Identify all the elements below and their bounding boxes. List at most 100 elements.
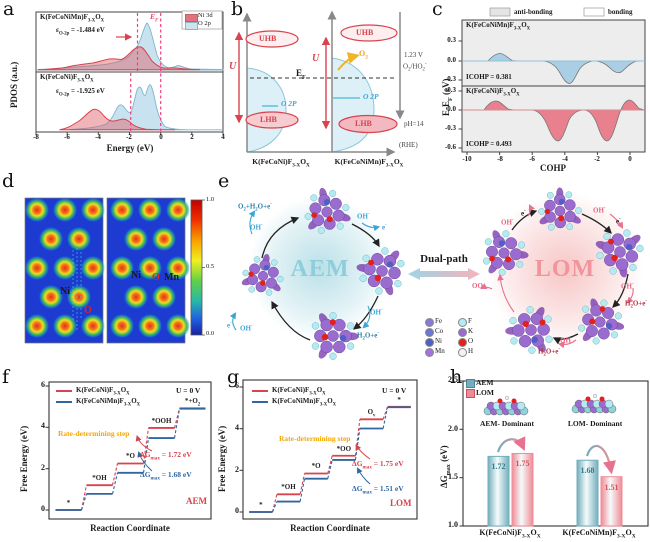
atom: [394, 279, 402, 288]
atom: [498, 247, 510, 259]
atom: [581, 305, 590, 313]
atom: [564, 199, 576, 211]
atom: [249, 263, 261, 275]
atom: [505, 237, 518, 250]
axis-ticks-a: [35, 132, 224, 135]
atom: [518, 241, 526, 249]
atom: [248, 271, 254, 277]
dg-pointer-blue-g: [357, 467, 371, 485]
aem-cycle-arrows: [261, 216, 380, 341]
atom: [397, 259, 405, 268]
atom: [332, 209, 345, 222]
atom: [336, 222, 344, 230]
panel-e-dual-path: [229, 187, 644, 360]
uhb-ellipse-left: [245, 30, 299, 48]
atom: [484, 238, 492, 246]
atom: [375, 287, 383, 295]
step-connector: [80, 485, 88, 511]
o2p-curve-top: [37, 22, 224, 71]
atom: [516, 401, 526, 411]
atom: [585, 396, 591, 402]
charge-density-blob: [53, 198, 77, 222]
atom: [602, 307, 615, 319]
atom: [511, 398, 517, 404]
atom: [539, 319, 546, 326]
charge-density-blob: [39, 285, 63, 309]
ni3d-curve-top: [37, 46, 201, 71]
atom: [554, 205, 566, 217]
atom: [342, 204, 350, 212]
atom: [544, 208, 551, 215]
charge-density-blob: [53, 256, 77, 280]
charge-density-blob: [152, 227, 176, 251]
o2p-curve-bottom: [69, 84, 223, 131]
charge-density-blob: [81, 198, 105, 222]
step-connector: [111, 463, 119, 486]
atom: [625, 250, 639, 263]
atom: [329, 352, 337, 360]
charge-density-blob: [138, 256, 162, 280]
atom: [611, 254, 618, 262]
atom: [526, 306, 534, 314]
atom: [388, 266, 401, 280]
atom: [614, 246, 626, 258]
atom: [578, 324, 586, 332]
atom: [327, 330, 339, 342]
atom: [599, 396, 605, 402]
step-connector: [142, 437, 150, 473]
atom: [609, 267, 617, 275]
atom: [545, 335, 553, 344]
atom: [321, 206, 333, 218]
charge-density-blob: [67, 285, 91, 309]
atom: [610, 331, 619, 339]
interface-stripes: [72, 244, 82, 330]
aem-small-arrows: [229, 210, 381, 331]
dual-path-arrow: [408, 268, 480, 280]
atom: [304, 212, 312, 220]
atom: [625, 243, 633, 251]
atom: [575, 207, 582, 214]
atom: [265, 277, 277, 289]
step-connector: [80, 493, 88, 511]
atom: [321, 333, 329, 341]
atom: [329, 319, 336, 326]
atom: [329, 197, 342, 210]
atom: [271, 259, 278, 266]
charge-density-blob: [166, 198, 190, 222]
atom: [636, 244, 644, 253]
atom: [516, 260, 524, 268]
lom-small-arrows: [480, 204, 634, 349]
charge-density-blob: [53, 314, 77, 338]
atom: [339, 335, 347, 342]
step-connector: [299, 473, 306, 495]
atom: [259, 280, 266, 286]
atom: [537, 323, 550, 336]
atom: [386, 261, 394, 268]
atom: [317, 226, 325, 235]
atom: [311, 322, 320, 330]
atom: [547, 223, 555, 231]
atom: [505, 256, 512, 263]
step-connector: [327, 459, 333, 479]
atom: [614, 312, 622, 320]
atom: [368, 259, 375, 266]
pdos-legend-box: [181, 10, 223, 30]
comparison-arc-1: [496, 436, 526, 453]
step-connector: [327, 455, 333, 474]
atom: [265, 289, 273, 296]
atom: [263, 264, 270, 271]
step-connector: [271, 501, 278, 513]
atom: [242, 269, 249, 277]
atom: [320, 340, 333, 354]
charge-density-blob: [152, 285, 176, 309]
panel-g-axes: [239, 379, 418, 520]
atom: [528, 346, 536, 354]
dg-pointer-red-f: [135, 435, 153, 452]
dg-pointer-red-g: [355, 444, 371, 460]
atom: [522, 320, 529, 328]
step-connector: [173, 408, 181, 439]
atom: [615, 258, 629, 271]
atom: [611, 233, 625, 246]
charge-density-blob: [81, 256, 105, 280]
